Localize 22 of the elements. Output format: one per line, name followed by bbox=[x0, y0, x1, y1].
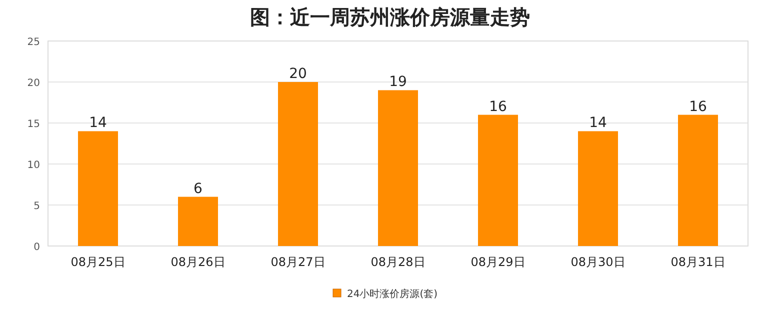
data-label: 14 bbox=[89, 115, 107, 132]
legend: 24小时涨价房源(套) bbox=[347, 289, 438, 300]
xtick: 08月25日 bbox=[70, 255, 126, 269]
title: 图：近一周苏州涨价房源量走势 bbox=[250, 5, 530, 29]
ytick: 15 bbox=[27, 119, 40, 130]
ytick: 25 bbox=[27, 37, 40, 48]
xtick: 08月31日 bbox=[670, 255, 726, 269]
data-label: 6 bbox=[194, 180, 202, 197]
ytick: 20 bbox=[27, 78, 40, 89]
xtick: 08月28日 bbox=[370, 255, 426, 269]
ytick: 0 bbox=[34, 242, 40, 253]
xtick: 08月27日 bbox=[270, 255, 326, 269]
data-label: 16 bbox=[689, 98, 707, 115]
data-label: 14 bbox=[589, 115, 607, 132]
data-label: 19 bbox=[389, 74, 407, 90]
data-label: 16 bbox=[489, 98, 507, 115]
xtick: 08月29日 bbox=[470, 255, 526, 269]
xtick: 08月30日 bbox=[570, 255, 626, 269]
data-label: 20 bbox=[289, 66, 307, 82]
ytick: 10 bbox=[27, 160, 40, 171]
xtick: 08月26日 bbox=[170, 255, 226, 269]
ytick: 5 bbox=[34, 201, 40, 212]
